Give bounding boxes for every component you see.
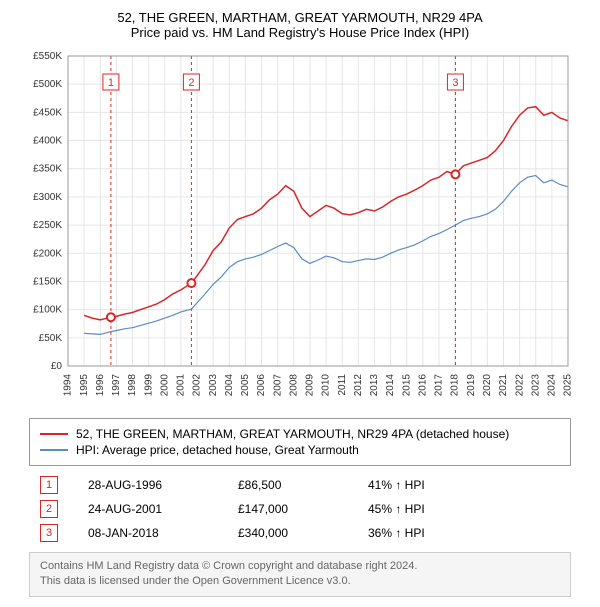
chart-svg: £0 £50K £100K £150K £200K £250K £300K £350K £400… xyxy=(20,48,580,408)
svg-text:2014: 2014 xyxy=(385,374,396,397)
legend-box: 52, THE GREEN, MARTHAM, GREAT YARMOUTH, … xyxy=(29,418,571,466)
svg-text:2002: 2002 xyxy=(192,374,203,397)
transaction-marker: 1 xyxy=(40,476,58,494)
legend-row: HPI: Average price, detached house, Grea… xyxy=(40,443,560,457)
svg-text:£550K: £550K xyxy=(33,51,62,62)
footer-line-2: This data is licensed under the Open Gov… xyxy=(40,574,560,589)
transaction-row: 3 08-JAN-2018 £340,000 36% ↑ HPI xyxy=(40,524,560,542)
svg-text:2024: 2024 xyxy=(547,374,558,397)
chart-title-block: 52, THE GREEN, MARTHAM, GREAT YARMOUTH, … xyxy=(10,10,590,40)
svg-text:2019: 2019 xyxy=(466,374,477,397)
svg-text:£400K: £400K xyxy=(33,136,62,147)
transaction-pct: 45% ↑ HPI xyxy=(368,502,488,516)
svg-text:2007: 2007 xyxy=(272,374,283,397)
transaction-price: £86,500 xyxy=(238,478,338,492)
svg-text:2012: 2012 xyxy=(353,374,364,397)
svg-text:2006: 2006 xyxy=(256,374,267,397)
transaction-date: 08-JAN-2018 xyxy=(88,526,208,540)
price-chart: £0 £50K £100K £150K £200K £250K £300K £350K £400… xyxy=(20,48,580,408)
svg-text:2016: 2016 xyxy=(417,374,428,397)
legend-swatch xyxy=(40,433,68,435)
svg-text:2005: 2005 xyxy=(240,374,251,397)
svg-text:2020: 2020 xyxy=(482,374,493,397)
transaction-table: 1 28-AUG-1996 £86,500 41% ↑ HPI 2 24-AUG-2001… xyxy=(40,476,560,542)
transaction-row: 2 24-AUG-2001 £147,000 45% ↑ HPI xyxy=(40,500,560,518)
svg-text:£500K: £500K xyxy=(33,79,62,90)
svg-text:£450K: £450K xyxy=(33,107,62,118)
svg-text:2010: 2010 xyxy=(321,374,332,397)
svg-text:£350K: £350K xyxy=(33,164,62,175)
svg-text:2001: 2001 xyxy=(176,374,187,397)
svg-text:1999: 1999 xyxy=(143,374,154,397)
legend-label: HPI: Average price, detached house, Grea… xyxy=(76,443,359,457)
svg-text:1994: 1994 xyxy=(63,374,74,397)
svg-text:1997: 1997 xyxy=(111,374,122,397)
title-line-1: 52, THE GREEN, MARTHAM, GREAT YARMOUTH, … xyxy=(10,10,590,25)
legend-label: 52, THE GREEN, MARTHAM, GREAT YARMOUTH, … xyxy=(76,427,509,441)
svg-text:£300K: £300K xyxy=(33,192,62,203)
svg-text:2022: 2022 xyxy=(514,374,525,397)
svg-text:1996: 1996 xyxy=(95,374,106,397)
title-line-2: Price paid vs. HM Land Registry's House … xyxy=(10,25,590,40)
svg-text:2004: 2004 xyxy=(224,374,235,397)
svg-text:£200K: £200K xyxy=(33,248,62,259)
transaction-date: 24-AUG-2001 xyxy=(88,502,208,516)
svg-text:£0: £0 xyxy=(51,361,63,372)
transaction-price: £340,000 xyxy=(238,526,338,540)
svg-text:2021: 2021 xyxy=(498,374,509,397)
transaction-pct: 36% ↑ HPI xyxy=(368,526,488,540)
transaction-date: 28-AUG-1996 xyxy=(88,478,208,492)
footer-line-1: Contains HM Land Registry data © Crown c… xyxy=(40,559,560,574)
svg-text:3: 3 xyxy=(452,77,458,89)
transaction-pct: 41% ↑ HPI xyxy=(368,478,488,492)
transaction-price: £147,000 xyxy=(238,502,338,516)
svg-text:2025: 2025 xyxy=(563,374,574,397)
svg-text:2003: 2003 xyxy=(208,374,219,397)
transaction-marker: 2 xyxy=(40,500,58,518)
svg-text:2011: 2011 xyxy=(337,374,348,396)
svg-text:2008: 2008 xyxy=(288,374,299,397)
svg-text:1998: 1998 xyxy=(127,374,138,397)
svg-text:1995: 1995 xyxy=(79,374,90,397)
svg-text:£100K: £100K xyxy=(33,305,62,316)
svg-text:2018: 2018 xyxy=(450,374,461,397)
transaction-row: 1 28-AUG-1996 £86,500 41% ↑ HPI xyxy=(40,476,560,494)
svg-text:2009: 2009 xyxy=(305,374,316,397)
legend-row: 52, THE GREEN, MARTHAM, GREAT YARMOUTH, … xyxy=(40,427,560,441)
footer-attribution: Contains HM Land Registry data © Crown c… xyxy=(29,552,571,597)
svg-text:£250K: £250K xyxy=(33,220,62,231)
svg-text:2: 2 xyxy=(188,77,194,89)
svg-text:2000: 2000 xyxy=(159,374,170,397)
svg-text:2023: 2023 xyxy=(530,374,541,397)
svg-text:2013: 2013 xyxy=(369,374,380,397)
svg-text:£150K: £150K xyxy=(33,276,62,287)
svg-text:1: 1 xyxy=(108,77,114,89)
legend-swatch xyxy=(40,449,68,451)
transaction-marker: 3 xyxy=(40,524,58,542)
svg-text:2017: 2017 xyxy=(434,374,445,397)
svg-text:2015: 2015 xyxy=(401,374,412,397)
svg-text:£50K: £50K xyxy=(39,333,63,344)
